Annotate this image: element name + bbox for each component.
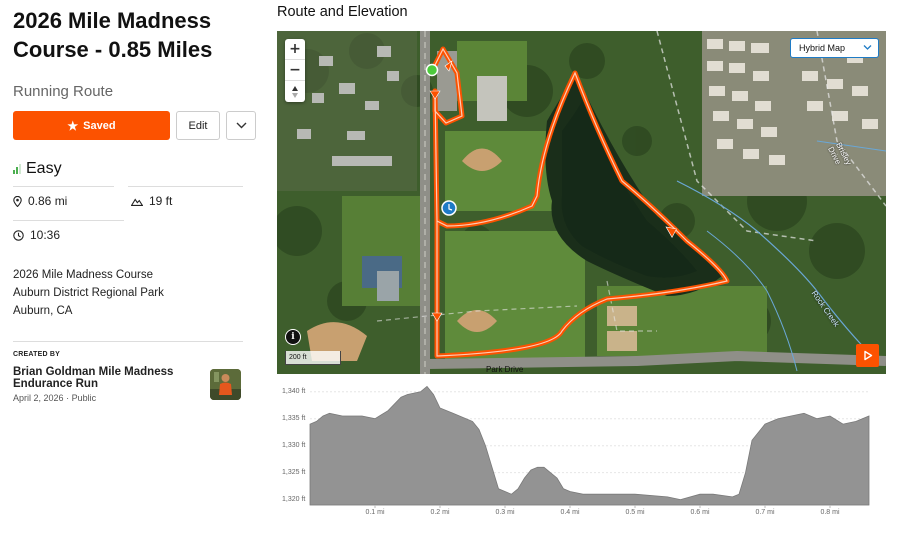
difficulty-bars-icon (13, 164, 21, 174)
creator-name[interactable]: Brian Goldman Mile Madness Endurance Run (13, 366, 174, 390)
edit-button[interactable]: Edit (176, 111, 220, 140)
elevation-chart-svg (309, 385, 870, 508)
creator-meta: April 2, 2026 · Public (13, 393, 96, 403)
zoom-in-button[interactable]: + (285, 39, 305, 60)
elevation-x-tick-label: 0.4 mi (560, 509, 580, 516)
clock-icon (13, 229, 24, 241)
zoom-out-button[interactable]: − (285, 60, 305, 81)
saved-button[interactable]: ★ Saved (13, 111, 170, 140)
zoom-controls: + − (285, 39, 305, 102)
section-title: Route and Elevation (277, 4, 408, 20)
created-date: April 2, 2026 (13, 393, 64, 403)
more-options-button[interactable] (226, 111, 256, 140)
compass-button[interactable] (285, 81, 305, 102)
map-type-select[interactable]: Hybrid Map (790, 38, 879, 58)
stats-divider (13, 220, 124, 221)
elevation-y-tick-label: 1,325 ft (282, 468, 306, 476)
time-stat: 10:36 (13, 228, 60, 242)
stats-divider (13, 186, 114, 187)
lap-marker-icon[interactable] (441, 200, 457, 216)
satellite-map (277, 31, 886, 374)
chevron-down-icon (863, 45, 872, 50)
star-icon: ★ (67, 118, 79, 133)
elevation-area (309, 385, 870, 506)
visibility: Public (71, 393, 97, 403)
address-line: 2026 Mile Madness Course (13, 269, 153, 281)
map-scale: 200 ft (285, 351, 341, 365)
elevation-x-tick-label: 0.3 mi (495, 509, 515, 516)
start-marker[interactable] (425, 63, 439, 77)
avatar-image (210, 369, 241, 400)
elevation-x-tick-label: 0.8 mi (820, 509, 840, 516)
route-address: 2026 Mile Madness Course Auburn District… (13, 266, 164, 320)
saved-label: Saved (83, 119, 116, 132)
meta-separator: · (66, 393, 72, 403)
compass-icon (292, 85, 298, 98)
route-type: Running Route (13, 83, 114, 100)
address-line: Auburn District Regional Park (13, 287, 164, 299)
map-type-label: Hybrid Map (799, 43, 846, 53)
elevation-x-tick-label: 0.7 mi (755, 509, 775, 516)
elevation-stat: 19 ft (131, 194, 172, 208)
chevron-down-icon (236, 122, 246, 129)
elevation-x-tick-label: 0.2 mi (430, 509, 450, 516)
created-by-label: CREATED BY (13, 351, 60, 358)
elevation-x-tick-label: 0.5 mi (625, 509, 645, 516)
difficulty: Easy (13, 160, 62, 178)
mountain-icon (131, 197, 143, 206)
creator-divider (13, 341, 243, 342)
flyover-play-button[interactable] (856, 344, 879, 367)
elevation-y-tick-label: 1,330 ft (282, 441, 306, 449)
elevation-y-tick-label: 1,340 ft (282, 387, 306, 395)
distance-stat: 0.86 mi (13, 194, 67, 208)
creator-avatar[interactable] (210, 369, 241, 400)
route-map[interactable]: + − Hybrid Map Park Drive Brisley Drive … (277, 31, 886, 374)
time-value: 10:36 (30, 228, 61, 242)
elevation-x-tick-label: 0.1 mi (365, 509, 385, 516)
play-icon (863, 350, 872, 361)
elevation-x-tick-label: 0.6 mi (690, 509, 710, 516)
elevation-value: 19 ft (149, 194, 173, 208)
street-label-park-drive: Park Drive (486, 365, 524, 374)
elevation-y-tick-label: 1,335 ft (282, 414, 306, 422)
stats-divider (128, 186, 243, 187)
distance-value: 0.86 mi (28, 194, 68, 208)
location-pin-icon (13, 195, 22, 207)
address-line: Auburn, CA (13, 305, 73, 317)
elevation-y-tick-label: 1,320 ft (282, 495, 306, 503)
elevation-chart[interactable]: 1,340 ft 1,335 ft 1,330 ft 1,325 ft 1,320 ft… (277, 381, 877, 521)
map-info-button[interactable]: i (285, 329, 301, 345)
route-title: 2026 Mile Madness Course - 0.85 Miles (13, 8, 213, 62)
difficulty-label: Easy (26, 160, 62, 177)
